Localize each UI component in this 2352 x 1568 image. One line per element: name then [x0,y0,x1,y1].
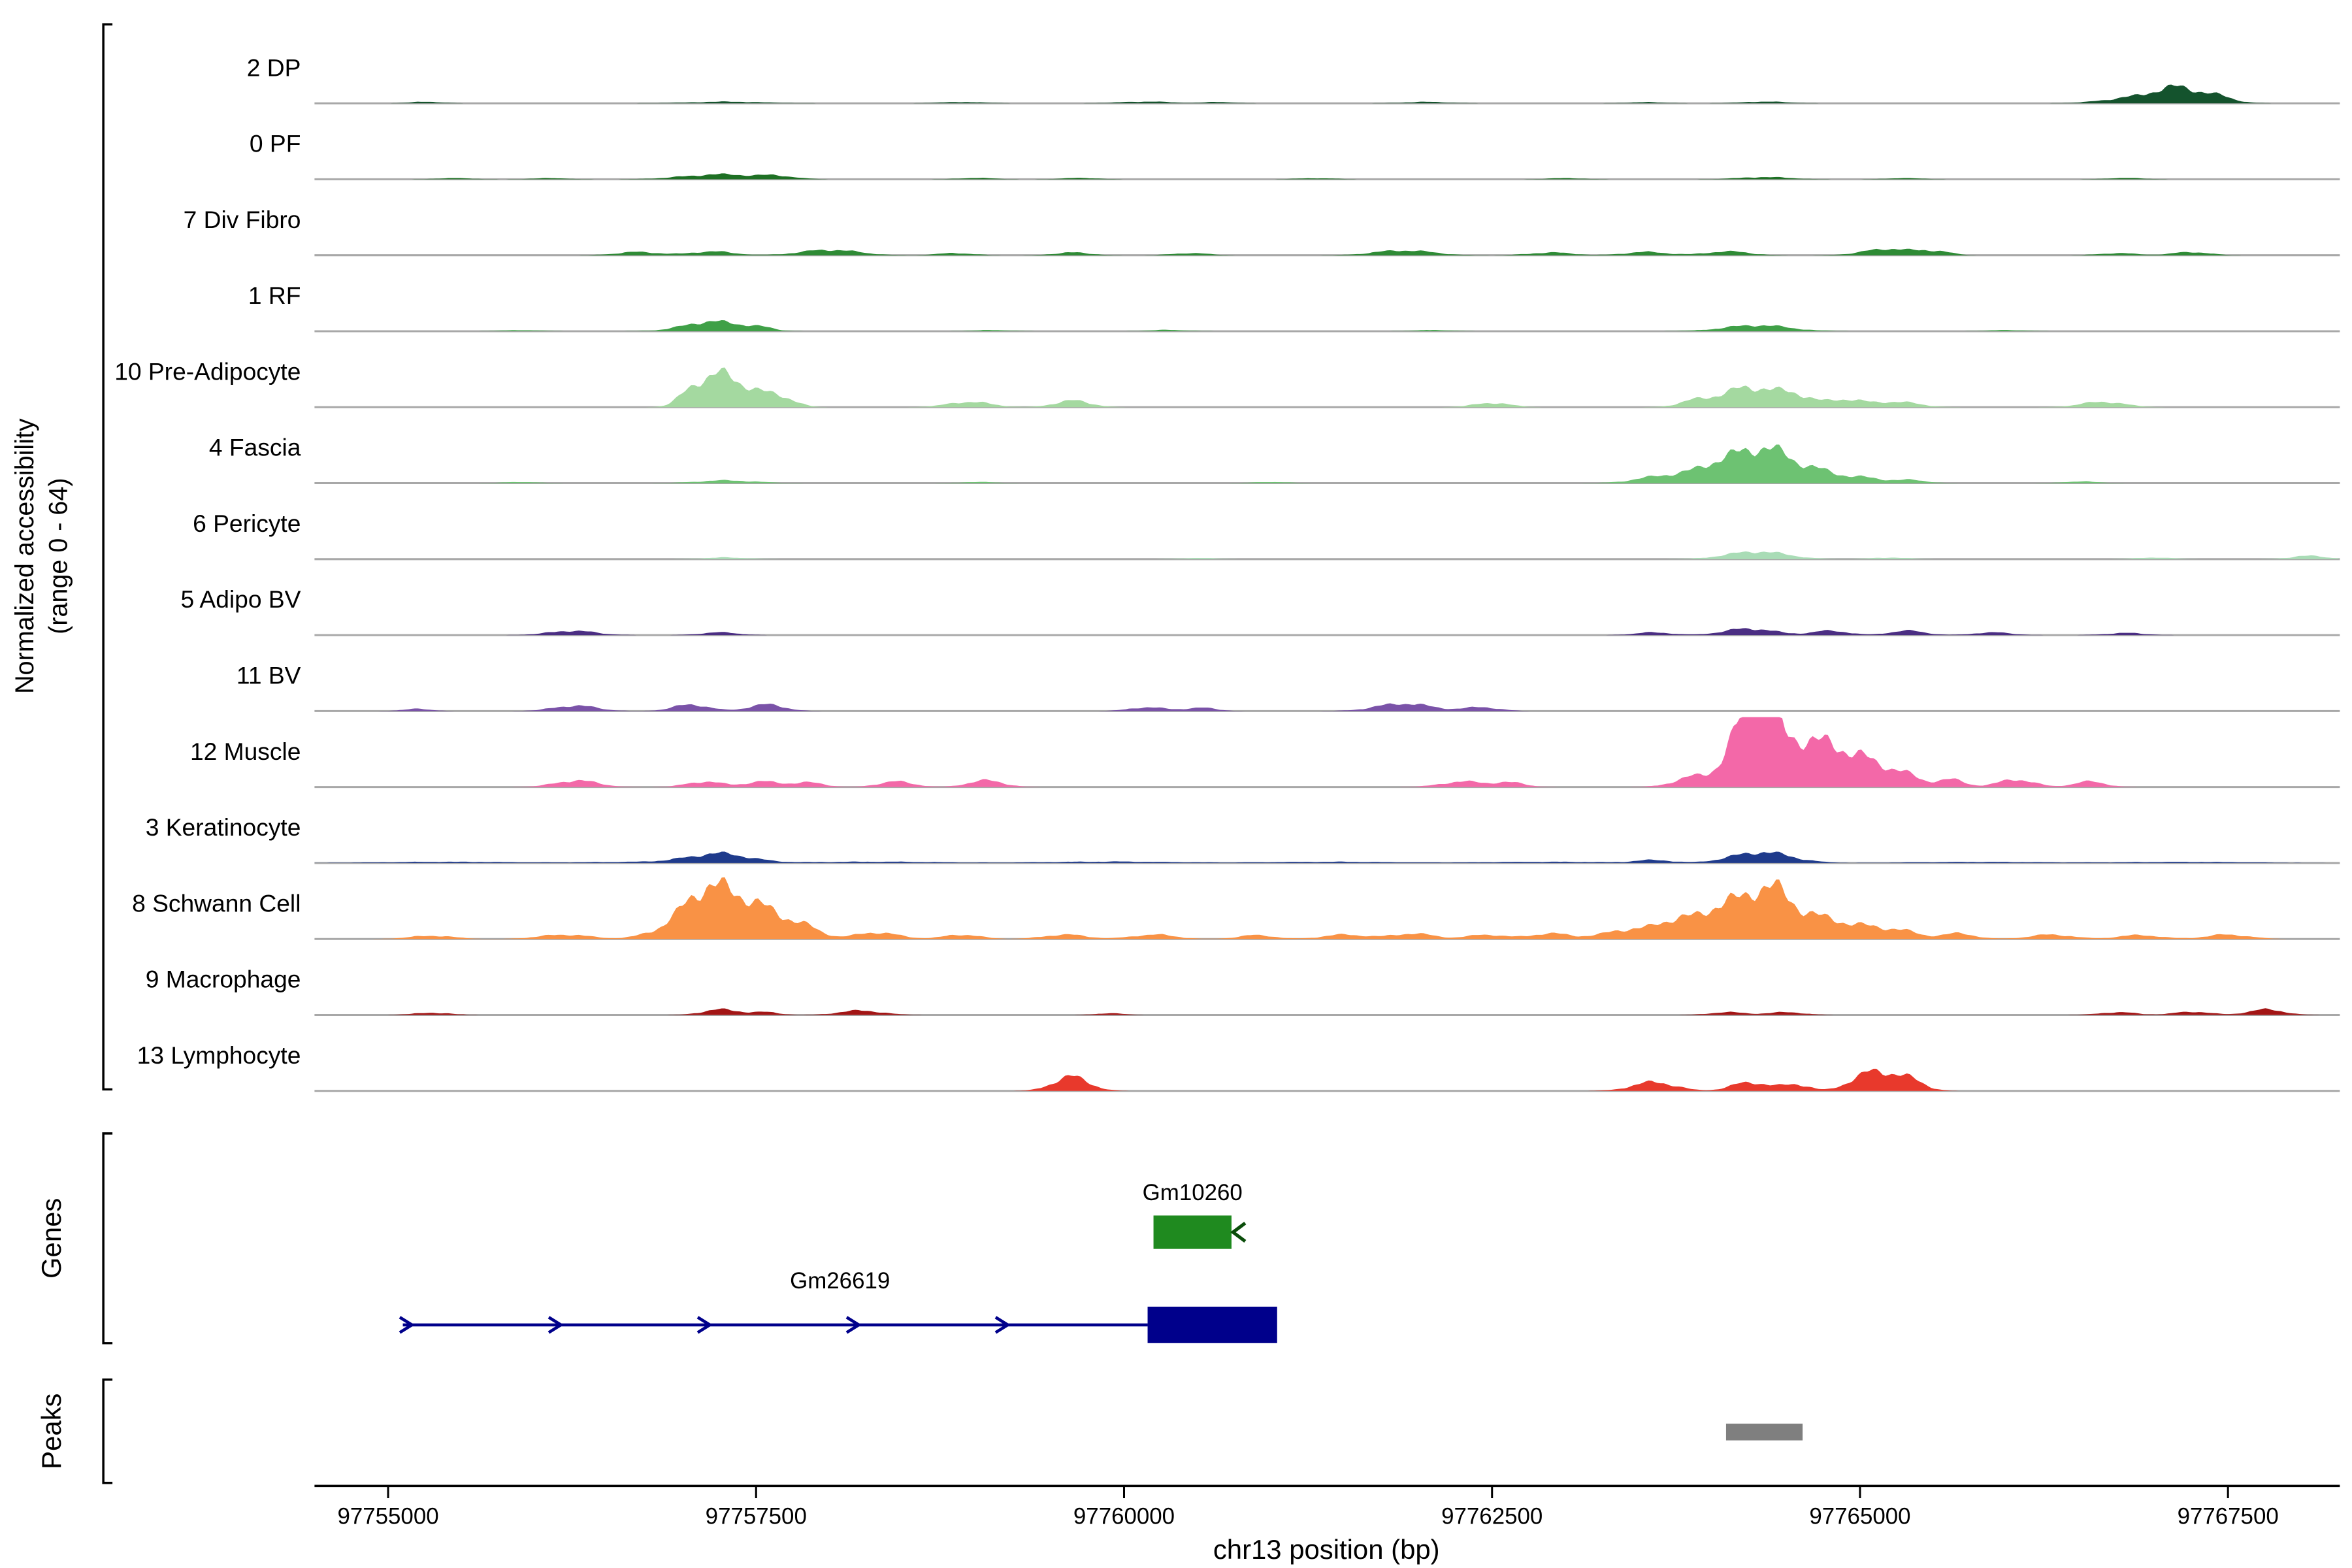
track-label: 11 BV [237,662,301,689]
track-signal [314,444,2340,483]
genes-axis-bracket [102,1132,113,1345]
plus-strand-arrow-icon [994,1316,1011,1334]
track-label: 2 DP [247,54,301,81]
track-signal [314,628,2340,636]
y-axis-label-line1: Normalized accessibility [10,418,39,694]
peaks-track [1725,1424,1803,1441]
x-tick-label: 97767500 [2178,1504,2279,1529]
track-signal [314,877,2340,939]
x-axis: 97755000 97757500 97760000 97762500 97765000… [314,1484,2340,1529]
track-signal [314,1068,2340,1091]
plus-strand-arrow-icon [399,1316,415,1334]
track-3-keratinocyte: 3 Keratinocyte [146,813,2340,864]
track-13-lymphocyte: 13 Lymphocyte [137,1041,2340,1092]
minus-strand-arrow-icon [1230,1222,1247,1243]
x-tick-label: 97755000 [337,1504,438,1529]
track-label: 12 Muscle [190,738,301,765]
genes-section-label: Genes [36,1198,67,1279]
track-label: 3 Keratinocyte [146,813,301,841]
track-signal [314,851,2340,863]
track-7-div-fibro: 7 Div Fibro [184,206,2340,257]
accessibility-axis-bracket [102,23,113,1091]
track-signal [314,367,2340,408]
track-12-muscle: 12 Muscle [190,717,2340,789]
track-signal [314,173,2340,180]
track-signal [314,1008,2340,1015]
track-label: 8 Schwann Cell [132,889,301,917]
track-label: 9 Macrophage [146,966,301,993]
plus-strand-arrow-icon [696,1316,713,1334]
track-4-fascia: 4 Fascia [209,434,2340,485]
track-8-schwann-cell: 8 Schwann Cell [132,877,2340,940]
track-signal [314,717,2340,787]
gene-exon [1153,1215,1232,1249]
gene-exon [1147,1307,1277,1343]
x-tick-label: 97757500 [706,1504,807,1529]
track-label: 1 RF [248,282,301,309]
x-tick-label: 97765000 [1809,1504,1910,1529]
plus-strand-arrow-icon [845,1316,862,1334]
peaks-section-label: Peaks [36,1394,67,1469]
track-0-pf: 0 PF [250,130,2340,180]
track-signal [314,248,2340,255]
track-label: 7 Div Fibro [184,206,301,233]
x-axis-title: chr13 position (bp) [1213,1534,1440,1565]
track-2-dp: 2 DP [247,54,2340,105]
track-11-bv: 11 BV [237,662,2340,712]
track-10-pre-adipocyte: 10 Pre-Adipocyte [114,357,2340,408]
x-tick-label: 97760000 [1073,1504,1175,1529]
track-label: 10 Pre-Adipocyte [114,357,301,385]
plus-strand-arrow-icon [547,1316,564,1334]
track-label: 13 Lymphocyte [137,1041,301,1069]
peaks-axis-bracket [102,1378,113,1484]
track-6-pericyte: 6 Pericyte [193,510,2340,561]
peak-region [1725,1424,1803,1441]
track-signal [314,551,2340,559]
gene-label: Gm10260 [1143,1180,1243,1205]
gene-gm26619: Gm26619 [399,1268,1277,1343]
track-label: 5 Adipo BV [180,585,301,613]
track-label: 4 Fascia [209,434,301,461]
track-signal [314,703,2340,711]
genes-track: Gm10260 Gm26619 [399,1180,1277,1343]
y-axis-label-line2: (range 0 - 64) [44,478,73,634]
track-signal [314,320,2340,331]
gene-label: Gm26619 [790,1268,890,1294]
track-label: 6 Pericyte [193,510,301,537]
x-tick-label: 97762500 [1441,1504,1543,1529]
accessibility-tracks: 2 DP 0 PF 7 Div Fibro 1 RF 10 Pre-Adipocyte 4… [114,54,2340,1092]
track-9-macrophage: 9 Macrophage [146,966,2340,1016]
gene-gm10260: Gm10260 [1143,1180,1247,1249]
track-1-rf: 1 RF [248,282,2340,333]
track-label: 0 PF [250,130,301,157]
track-signal [314,84,2340,104]
track-5-adipo-bv: 5 Adipo BV [180,585,2340,636]
